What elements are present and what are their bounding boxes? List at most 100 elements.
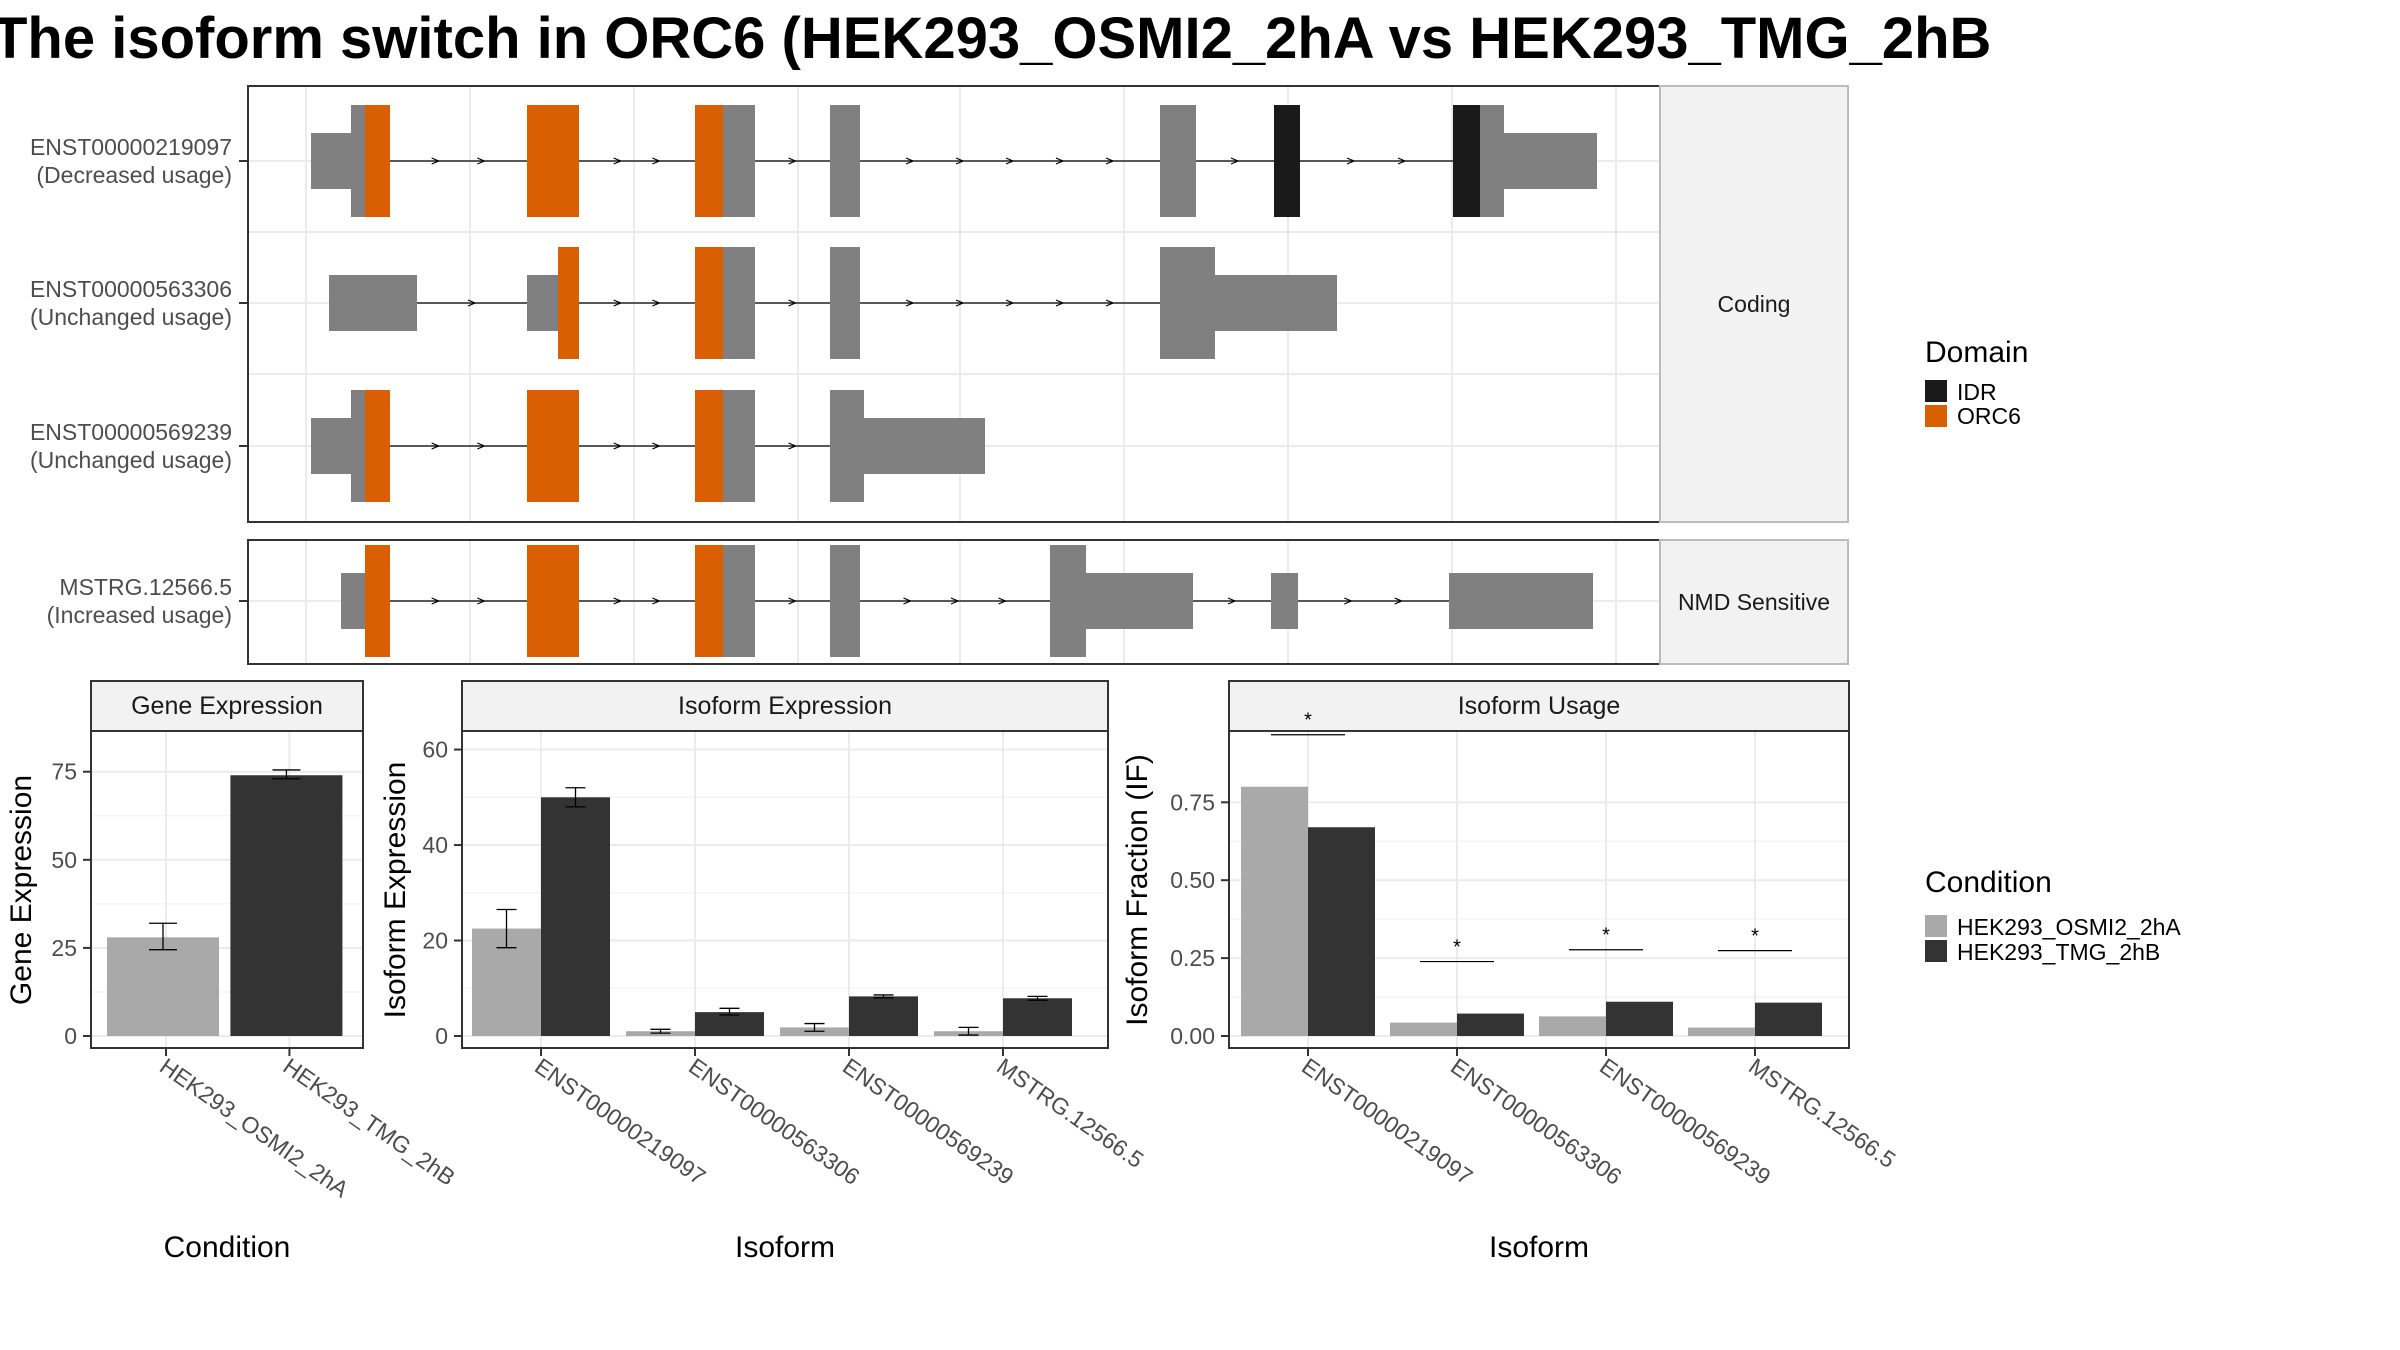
intron-arrow <box>905 299 915 307</box>
bar-panels: Gene Expression0255075HEK293_OSMI2_2hAHE… <box>5 680 1900 1264</box>
intron-arrow <box>431 597 441 605</box>
y-tick-label: 50 <box>51 847 77 873</box>
intron-arrow <box>1055 157 1065 165</box>
panel-strip <box>1228 680 1850 732</box>
panel-strip-label: Isoform Expression <box>678 692 892 720</box>
y-tick-label: 0.50 <box>1170 867 1215 893</box>
figure-title: The isoform switch in ORC6 (HEK293_OSMI2… <box>0 6 1991 71</box>
facet-strip-label: NMD Sensitive <box>1678 589 1830 615</box>
bar <box>849 996 918 1036</box>
panel-border <box>1228 730 1850 1049</box>
intron-arrow <box>788 157 798 165</box>
intron-arrow <box>788 299 798 307</box>
utr-exon <box>527 275 558 331</box>
coding-exon <box>723 247 755 359</box>
y-tick-label: 0.00 <box>1170 1023 1215 1049</box>
bar <box>1688 1027 1755 1036</box>
orc6-domain-exon <box>365 390 390 502</box>
y-tick-label: 75 <box>51 759 77 785</box>
intron-arrow <box>1005 299 1015 307</box>
intron-arrow <box>652 299 661 307</box>
intron-arrow <box>788 597 798 605</box>
x-axis-title: Condition <box>164 1231 291 1264</box>
condition-legend: Condition HEK293_OSMI2_2hA HEK293_TMG_2h… <box>1925 866 2181 965</box>
y-tick-label: 0 <box>435 1023 448 1049</box>
orc6-domain-exon <box>695 247 723 359</box>
intron-arrow <box>1055 299 1065 307</box>
orc6-domain-exon <box>558 247 579 359</box>
idr-domain-exon <box>1274 105 1300 217</box>
utr-exon <box>1449 573 1593 629</box>
intron-arrow <box>1227 597 1237 605</box>
bar <box>230 775 343 1036</box>
utr-exon <box>311 133 351 189</box>
bar <box>1539 1016 1606 1036</box>
coding-exon <box>723 390 755 502</box>
domain-legend: Domain IDR ORC6 <box>1925 336 2028 429</box>
intron-arrow <box>477 597 486 605</box>
transcript-name-label: MSTRG.12566.5 <box>59 574 232 600</box>
transcript-name-label: ENST00000219097 <box>30 134 232 160</box>
coding-exon <box>1480 105 1504 217</box>
panel-strip-label: Isoform Usage <box>1458 692 1621 720</box>
intron-arrow <box>613 299 623 307</box>
idr-domain-exon <box>1453 105 1480 217</box>
y-tick-label: 25 <box>51 935 77 961</box>
panel-strip <box>461 680 1109 732</box>
isoform-structure-plot: ENST00000219097(Decreased usage) ENST0000… <box>30 85 1849 665</box>
legend-label-orc6: ORC6 <box>1957 403 2021 429</box>
orc6-domain-exon <box>527 105 579 217</box>
significance-marker: * <box>1602 925 1610 947</box>
coding-exon <box>830 390 864 502</box>
transcript-usage-label: (Unchanged usage) <box>30 447 232 473</box>
intron-arrow <box>1105 157 1115 165</box>
legend-key-cond-a <box>1925 915 1947 937</box>
coding-exon <box>723 545 755 657</box>
y-tick-label: 20 <box>422 928 448 954</box>
utr-exon <box>329 275 417 331</box>
coding-exon <box>1160 247 1215 359</box>
coding-exon <box>830 105 860 217</box>
y-tick-label: 60 <box>422 737 448 763</box>
x-tick-label: MSTRG.12566.5 <box>992 1053 1148 1173</box>
legend-label-cond-a: HEK293_OSMI2_2hA <box>1957 914 2181 940</box>
intron-arrow <box>1344 597 1353 605</box>
intron-arrow <box>903 597 913 605</box>
orc6-domain-exon <box>527 545 579 657</box>
significance-marker: * <box>1304 710 1312 732</box>
structure-facet-1: ENST00000219097(Decreased usage) ENST0000… <box>30 85 1849 523</box>
intron-arrow <box>955 157 965 165</box>
bar <box>1308 827 1375 1036</box>
intron-arrow <box>431 157 441 165</box>
orc6-domain-exon <box>365 545 390 657</box>
coding-exon <box>351 105 365 217</box>
utr-exon <box>341 573 365 629</box>
x-axis-title: Isoform <box>735 1231 835 1264</box>
intron-arrow <box>1105 299 1115 307</box>
legend-key-cond-b <box>1925 940 1947 962</box>
y-tick-label: 40 <box>422 832 448 858</box>
legend-label-idr: IDR <box>1957 379 1997 405</box>
panel-border <box>90 730 364 1049</box>
y-axis-title: Isoform Expression <box>379 762 412 1019</box>
y-tick-label: 0 <box>64 1023 77 1049</box>
intron-arrow <box>477 442 486 450</box>
coding-exon <box>1050 545 1086 657</box>
intron-arrow <box>613 597 623 605</box>
coding-exon <box>351 390 365 502</box>
bar <box>1606 1001 1673 1036</box>
y-axis-title: Gene Expression <box>5 775 38 1005</box>
significance-marker: * <box>1453 937 1461 959</box>
condition-legend-title: Condition <box>1925 866 2052 899</box>
intron-arrow <box>467 299 477 307</box>
utr-exon <box>1215 275 1337 331</box>
panel-isoform-expression: Isoform Expression0204060ENST00000219097… <box>379 680 1148 1264</box>
y-axis-title: Isoform Fraction (IF) <box>1121 754 1154 1026</box>
facet-strip <box>1659 85 1849 523</box>
structure-facet-2: MSTRG.12566.5(Increased usage) NMD Sensit… <box>47 539 1849 665</box>
orc6-domain-exon <box>695 545 723 657</box>
panel-strip <box>90 680 364 732</box>
intron-arrow <box>955 299 965 307</box>
intron-arrow <box>1397 157 1407 165</box>
